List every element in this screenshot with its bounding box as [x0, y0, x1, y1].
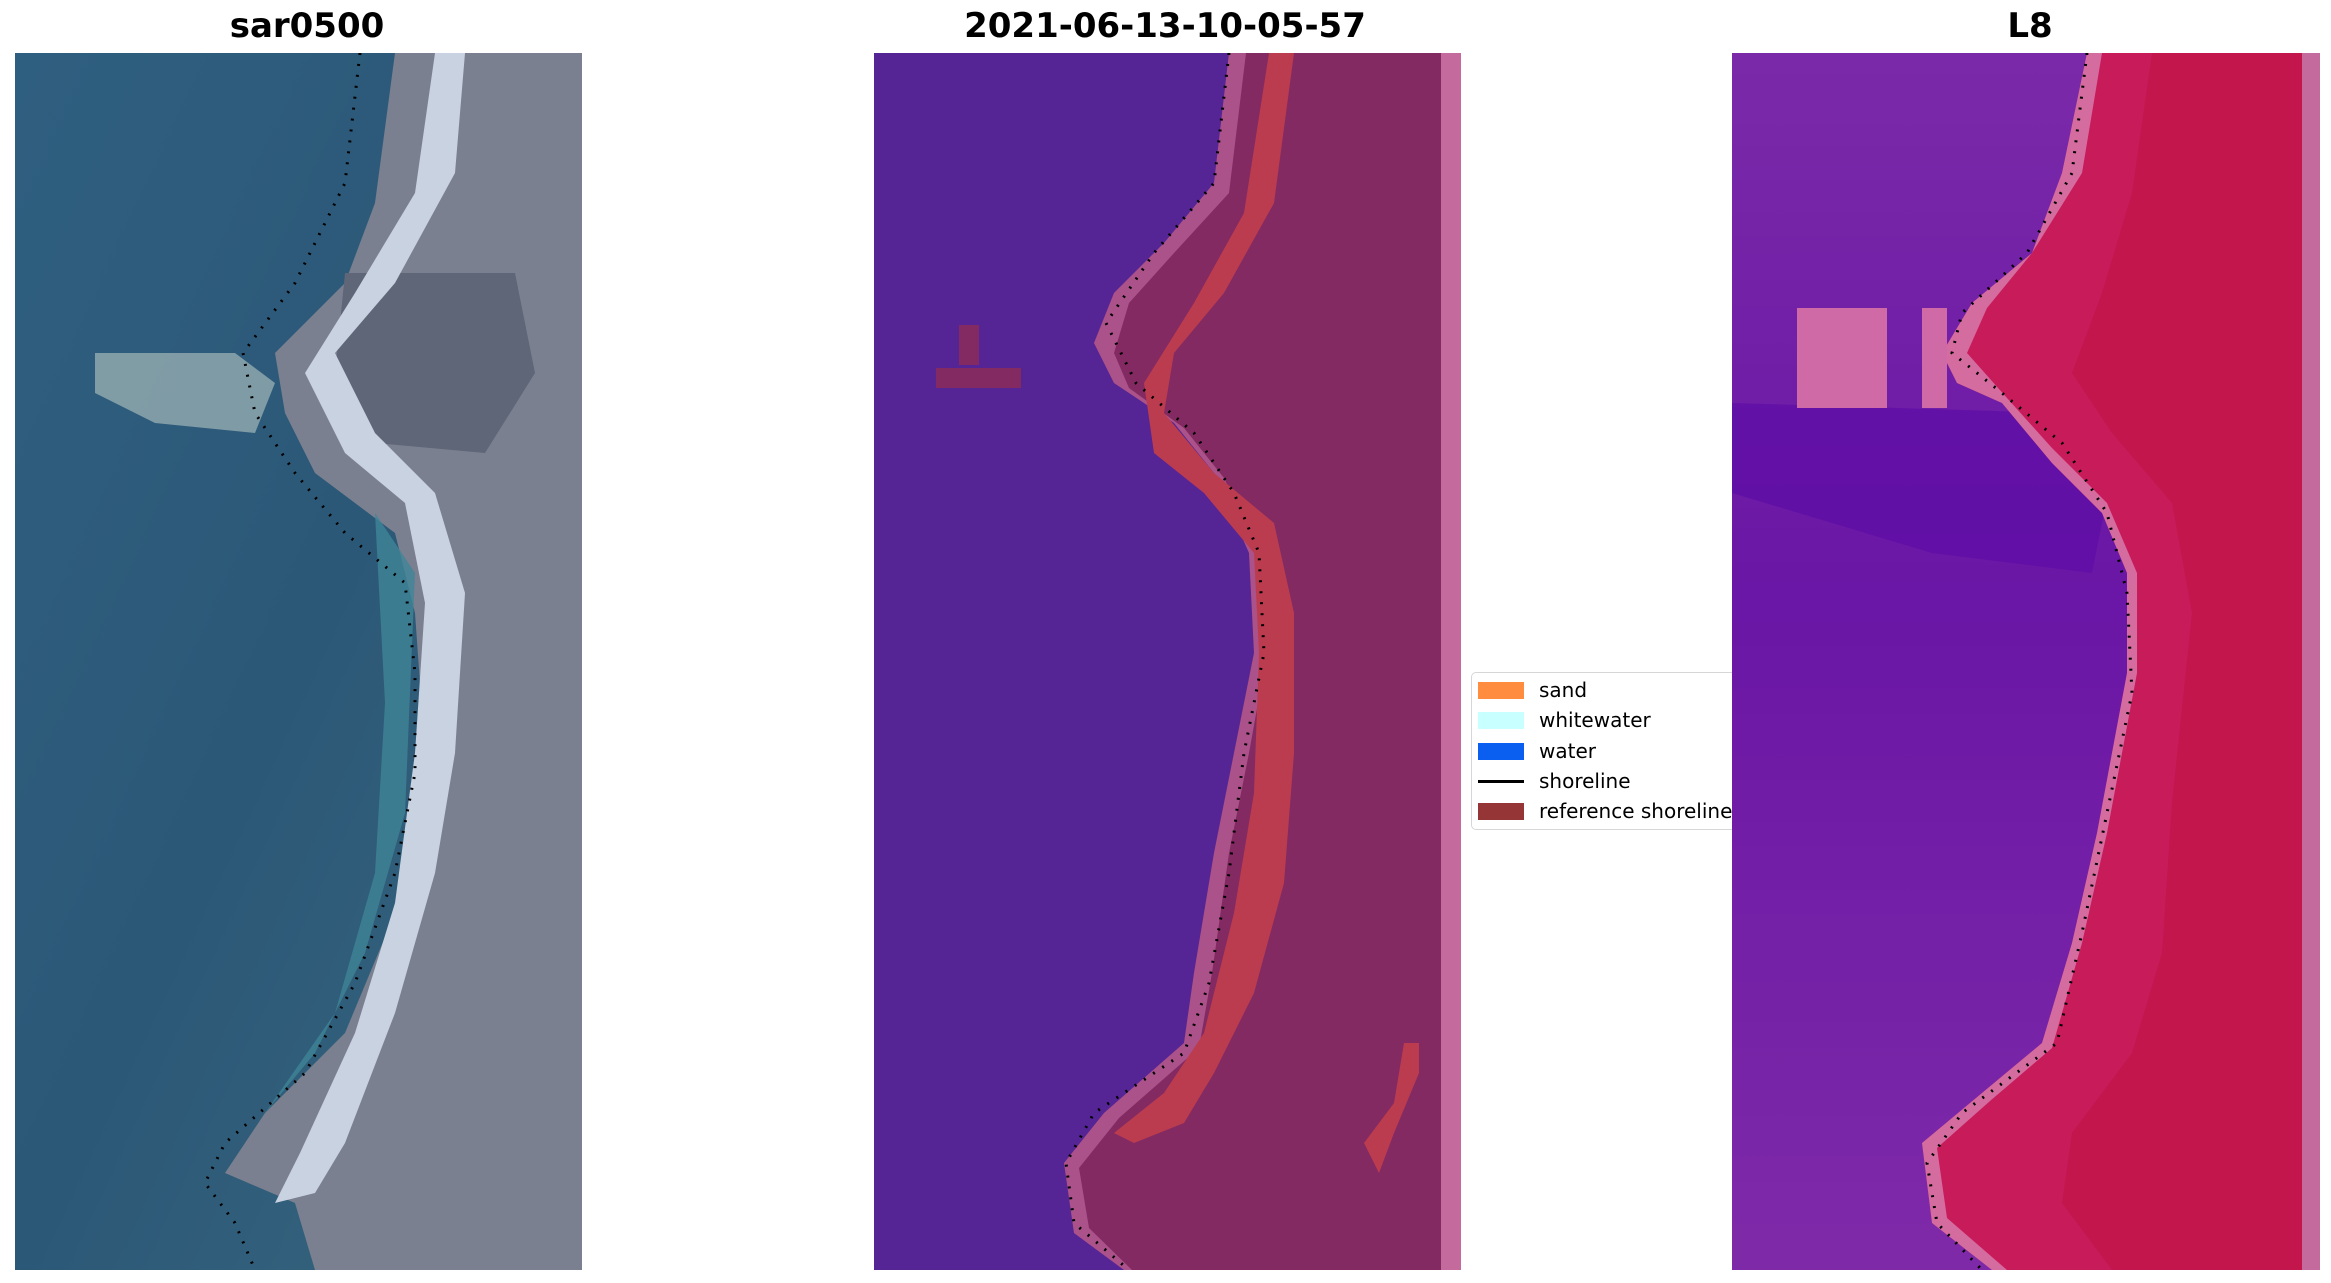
- reference-shoreline-swatch: [1478, 802, 1524, 820]
- rgb-satellite-image: [15, 53, 582, 1270]
- whitewater-swatch: [1478, 711, 1524, 729]
- legend-label-whitewater: whitewater: [1539, 708, 1651, 732]
- legend: sand whitewater water shoreline referenc…: [1471, 672, 1738, 830]
- legend-item-sand: sand: [1478, 677, 1587, 703]
- water-swatch: [1478, 742, 1524, 760]
- sand-swatch: [1478, 681, 1524, 699]
- panel-title-date: 2021-06-13-10-05-57: [964, 6, 1366, 46]
- legend-label-reference-shoreline: reference shoreline: [1539, 799, 1733, 823]
- legend-item-shoreline: shoreline: [1478, 768, 1631, 794]
- shoreline-line-swatch: [1478, 779, 1524, 783]
- legend-label-water: water: [1539, 739, 1596, 763]
- legend-item-reference-shoreline: reference shoreline: [1478, 798, 1732, 824]
- legend-item-water: water: [1478, 738, 1596, 764]
- legend-item-whitewater: whitewater: [1478, 707, 1651, 733]
- legend-label-shoreline: shoreline: [1539, 769, 1631, 793]
- legend-label-sand: sand: [1539, 678, 1588, 702]
- mndwi-image: [1732, 53, 2320, 1270]
- panel-title-rgb: sar0500: [229, 6, 385, 46]
- panel-title-sensor: L8: [2007, 6, 2053, 46]
- classified-image: [874, 53, 1461, 1270]
